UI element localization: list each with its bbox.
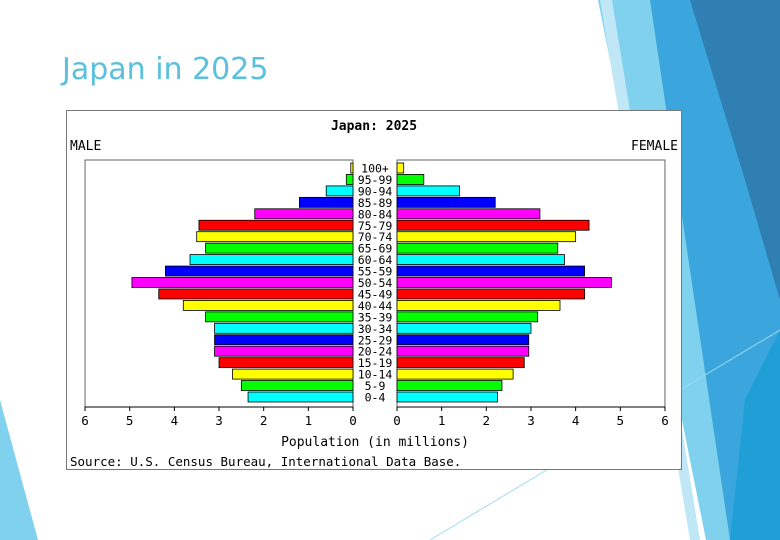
male-side-label: MALE <box>70 139 101 154</box>
age-group-label: 85-89 <box>358 196 393 210</box>
x-tick-label: 2 <box>260 413 268 428</box>
source-note: Source: U.S. Census Bureau, Internationa… <box>70 454 461 469</box>
age-group-label: 95-99 <box>358 173 393 187</box>
female-bar <box>396 334 530 346</box>
female-bar <box>396 242 559 254</box>
x-axis-label: Population (in millions) <box>281 435 469 450</box>
age-group-label: 25-29 <box>358 333 393 347</box>
male-bar <box>182 299 354 311</box>
x-tick-label: 0 <box>393 413 401 428</box>
male-bar <box>247 391 354 403</box>
male-bar <box>232 368 354 380</box>
age-group-label: 35-39 <box>358 310 393 324</box>
age-group-label: 0-4 <box>365 391 386 405</box>
age-group-label: 60-64 <box>358 253 393 267</box>
female-bar <box>396 311 539 323</box>
population-pyramid-chart: Japan: 2025 MALE FEMALE 100+ 95-99 90-94 85… <box>66 110 682 470</box>
x-tick-label: 5 <box>617 413 625 428</box>
decor-corner-left <box>0 400 38 540</box>
plot-area: 100+95-9990-9485-8980-8475-7970-7465-696… <box>81 159 669 428</box>
age-group-label: 20-24 <box>358 345 393 359</box>
x-tick-label: 3 <box>215 413 223 428</box>
female-bar <box>396 231 577 243</box>
x-tick-label: 4 <box>171 413 179 428</box>
male-bar <box>214 334 354 346</box>
female-side-label: FEMALE <box>631 139 678 154</box>
male-bar <box>131 277 354 288</box>
male-bar <box>254 208 354 220</box>
female-bar <box>396 162 405 174</box>
male-bar <box>240 380 354 391</box>
male-bar <box>196 231 354 243</box>
female-bar <box>396 288 585 300</box>
age-group-label: 75-79 <box>358 219 393 233</box>
male-bar <box>325 185 354 197</box>
female-bar <box>396 357 525 369</box>
male-bar <box>205 242 354 254</box>
slide-title: Japan in 2025 <box>62 52 269 87</box>
age-group-label: 70-74 <box>358 230 393 244</box>
chart-title: Japan: 2025 <box>331 119 417 134</box>
age-group-label: 5-9 <box>365 379 386 393</box>
x-tick-label: 1 <box>438 413 446 428</box>
chart-canvas: Japan: 2025 MALE FEMALE 100+95-9990-9485… <box>70 119 678 469</box>
age-group-label: 90-94 <box>358 184 393 198</box>
female-bar <box>396 208 541 220</box>
x-tick-label: 5 <box>126 413 134 428</box>
age-group-label: 55-59 <box>358 265 393 279</box>
male-bar <box>158 288 354 300</box>
x-tick-label: 4 <box>572 413 580 428</box>
age-group-label: 45-49 <box>358 287 393 301</box>
male-bar <box>165 265 354 277</box>
male-bar <box>214 345 354 357</box>
male-bar <box>218 357 354 369</box>
male-bar <box>198 219 354 231</box>
female-bar <box>396 254 565 266</box>
age-group-label: 30-34 <box>358 322 393 336</box>
age-group-label: 10-14 <box>358 368 393 382</box>
x-tick-label: 6 <box>81 413 89 428</box>
female-bar <box>396 322 532 334</box>
female-bar <box>396 391 498 403</box>
age-group-label: 65-69 <box>358 242 393 256</box>
female-bar <box>396 265 585 277</box>
x-tick-label: 0 <box>349 413 357 428</box>
x-tick-label: 1 <box>305 413 313 428</box>
x-tick-label: 2 <box>483 413 491 428</box>
male-bar <box>205 311 354 323</box>
x-tick-label: 3 <box>527 413 535 428</box>
x-tick-label: 6 <box>661 413 669 428</box>
age-group-label: 40-44 <box>358 299 393 313</box>
male-bar <box>299 196 354 208</box>
decor-facet-bottom <box>730 330 780 540</box>
female-bar <box>396 219 590 231</box>
male-bar <box>350 162 354 174</box>
decor-facet-dark <box>690 0 780 300</box>
female-bar <box>396 174 425 185</box>
female-bar <box>396 380 503 391</box>
male-bar <box>345 174 354 185</box>
female-bar <box>396 277 612 288</box>
male-bar <box>189 254 354 266</box>
age-group-label: 15-19 <box>358 356 393 370</box>
female-bar <box>396 185 460 197</box>
age-group-label: 50-54 <box>358 276 393 290</box>
female-bar <box>396 368 514 380</box>
age-group-label: 100+ <box>361 162 389 176</box>
male-bar <box>214 322 354 334</box>
female-bar <box>396 196 496 208</box>
female-bar <box>396 299 561 311</box>
age-group-label: 80-84 <box>358 207 393 221</box>
female-bar <box>396 345 530 357</box>
